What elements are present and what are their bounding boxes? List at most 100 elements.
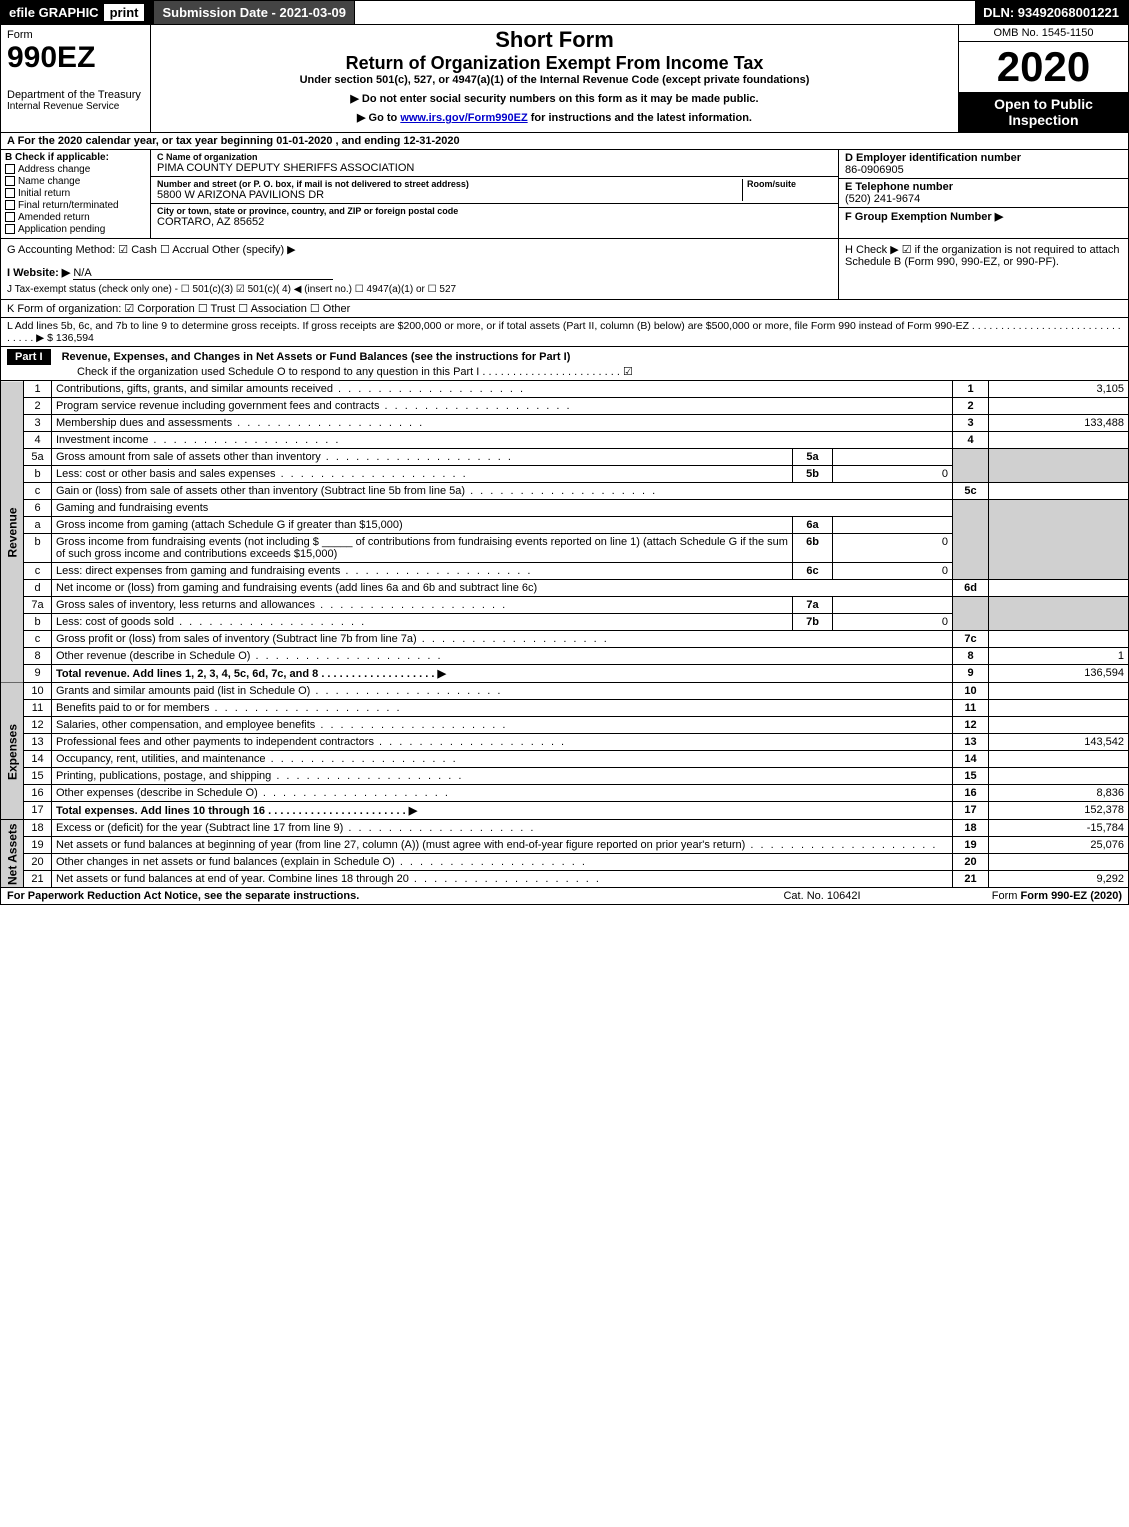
addr-label: Number and street (or P. O. box, if mail…	[157, 179, 742, 189]
title-short-form: Short Form	[157, 27, 952, 53]
row-19-desc: Net assets or fund balances at beginning…	[52, 837, 953, 854]
boxes-def: D Employer identification number 86-0906…	[838, 150, 1128, 238]
line-h: H Check ▶ ☑ if the organization is not r…	[838, 239, 1128, 299]
row-18-desc: Excess or (deficit) for the year (Subtra…	[52, 820, 953, 837]
check-amended-return[interactable]: Amended return	[5, 212, 146, 223]
row-6c-desc: Less: direct expenses from gaming and fu…	[52, 563, 793, 580]
row-11-ln: 11	[953, 700, 989, 717]
row-5a-no: 5a	[24, 449, 52, 466]
row-12-no: 12	[24, 717, 52, 734]
row-6-shade	[953, 500, 989, 580]
row-21-amt: 9,292	[989, 871, 1129, 888]
box-b: B Check if applicable: Address change Na…	[1, 150, 151, 238]
form-header: Form 990EZ Department of the Treasury In…	[0, 25, 1129, 133]
d-ein-value: 86-0906905	[845, 164, 1122, 176]
row-15-no: 15	[24, 768, 52, 785]
line-g: G Accounting Method: ☑ Cash ☐ Accrual Ot…	[7, 243, 832, 256]
part1-check: Check if the organization used Schedule …	[77, 365, 1122, 378]
row-7c-desc: Gross profit or (loss) from sales of inv…	[52, 631, 953, 648]
row-11-desc: Benefits paid to or for members	[52, 700, 953, 717]
netassets-side-label: Net Assets	[1, 820, 24, 888]
row-3-amt: 133,488	[989, 415, 1129, 432]
row-5a-desc: Gross amount from sale of assets other t…	[52, 449, 793, 466]
addr-value: 5800 W ARIZONA PAVILIONS DR	[157, 189, 742, 201]
row-21-desc: Net assets or fund balances at end of ye…	[52, 871, 953, 888]
goto-link[interactable]: www.irs.gov/Form990EZ	[400, 112, 527, 124]
check-application-pending[interactable]: Application pending	[5, 224, 146, 235]
title-return: Return of Organization Exempt From Incom…	[157, 53, 952, 74]
row-5ab-shade-amt	[989, 449, 1129, 483]
row-13-desc: Professional fees and other payments to …	[52, 734, 953, 751]
city-value: CORTARO, AZ 85652	[157, 216, 832, 228]
row-6c-subno: 6c	[793, 563, 833, 580]
check-final-return[interactable]: Final return/terminated	[5, 200, 146, 211]
row-2-no: 2	[24, 398, 52, 415]
row-15-amt	[989, 768, 1129, 785]
part1-title: Revenue, Expenses, and Changes in Net As…	[62, 351, 571, 363]
row-7b-subno: 7b	[793, 614, 833, 631]
row-5b-subno: 5b	[793, 466, 833, 483]
part1-label: Part I	[7, 349, 51, 365]
row-7c-amt	[989, 631, 1129, 648]
row-6c-no: c	[24, 563, 52, 580]
row-6b-subval: 0	[833, 534, 953, 563]
row-18-amt: -15,784	[989, 820, 1129, 837]
row-5c-no: c	[24, 483, 52, 500]
tax-year-big: 2020	[959, 42, 1128, 92]
row-11-no: 11	[24, 700, 52, 717]
line-i-value: N/A	[73, 267, 333, 280]
row-10-ln: 10	[953, 683, 989, 700]
row-20-ln: 20	[953, 854, 989, 871]
row-11-amt	[989, 700, 1129, 717]
part1-header: Part I Revenue, Expenses, and Changes in…	[0, 347, 1129, 381]
row-21-no: 21	[24, 871, 52, 888]
row-2-amt	[989, 398, 1129, 415]
row-7ab-shade	[953, 597, 989, 631]
financial-table: Revenue 1 Contributions, gifts, grants, …	[0, 381, 1129, 888]
row-7a-no: 7a	[24, 597, 52, 614]
row-16-no: 16	[24, 785, 52, 802]
form-title-block: Short Form Return of Organization Exempt…	[151, 25, 958, 132]
print-button[interactable]: print	[103, 3, 146, 22]
row-10-no: 10	[24, 683, 52, 700]
pra-notice: For Paperwork Reduction Act Notice, see …	[7, 890, 722, 902]
row-5ab-shade	[953, 449, 989, 483]
row-8-amt: 1	[989, 648, 1129, 665]
form-number-footer: Form Form 990-EZ (2020)	[922, 890, 1122, 902]
row-6a-desc: Gross income from gaming (attach Schedul…	[52, 517, 793, 534]
open-public: Open to Public Inspection	[959, 92, 1128, 132]
row-20-no: 20	[24, 854, 52, 871]
check-address-change[interactable]: Address change	[5, 164, 146, 175]
row-7a-subval	[833, 597, 953, 614]
row-5b-subval: 0	[833, 466, 953, 483]
e-phone-label: E Telephone number	[845, 181, 1122, 193]
row-8-desc: Other revenue (describe in Schedule O)	[52, 648, 953, 665]
row-4-amt	[989, 432, 1129, 449]
form-number: 990EZ	[7, 41, 144, 75]
row-9-no: 9	[24, 665, 52, 683]
row-6a-subno: 6a	[793, 517, 833, 534]
row-7a-subno: 7a	[793, 597, 833, 614]
row-7b-no: b	[24, 614, 52, 631]
form-identity: Form 990EZ Department of the Treasury In…	[1, 25, 151, 132]
row-1-desc: Contributions, gifts, grants, and simila…	[52, 381, 953, 398]
row-13-no: 13	[24, 734, 52, 751]
dln-number: DLN: 93492068001221	[975, 1, 1128, 24]
row-6d-desc: Net income or (loss) from gaming and fun…	[52, 580, 953, 597]
row-6b-subno: 6b	[793, 534, 833, 563]
row-1-amt: 3,105	[989, 381, 1129, 398]
row-19-amt: 25,076	[989, 837, 1129, 854]
row-18-no: 18	[24, 820, 52, 837]
check-name-change[interactable]: Name change	[5, 176, 146, 187]
c-name-label: C Name of organization	[157, 152, 832, 162]
check-initial-return[interactable]: Initial return	[5, 188, 146, 199]
row-1-no: 1	[24, 381, 52, 398]
row-3-no: 3	[24, 415, 52, 432]
row-12-amt	[989, 717, 1129, 734]
box-c: C Name of organization PIMA COUNTY DEPUT…	[151, 150, 838, 238]
line-i-label: I Website: ▶	[7, 267, 70, 279]
row-6a-subval	[833, 517, 953, 534]
row-5b-desc: Less: cost or other basis and sales expe…	[52, 466, 793, 483]
row-8-no: 8	[24, 648, 52, 665]
row-3-desc: Membership dues and assessments	[52, 415, 953, 432]
